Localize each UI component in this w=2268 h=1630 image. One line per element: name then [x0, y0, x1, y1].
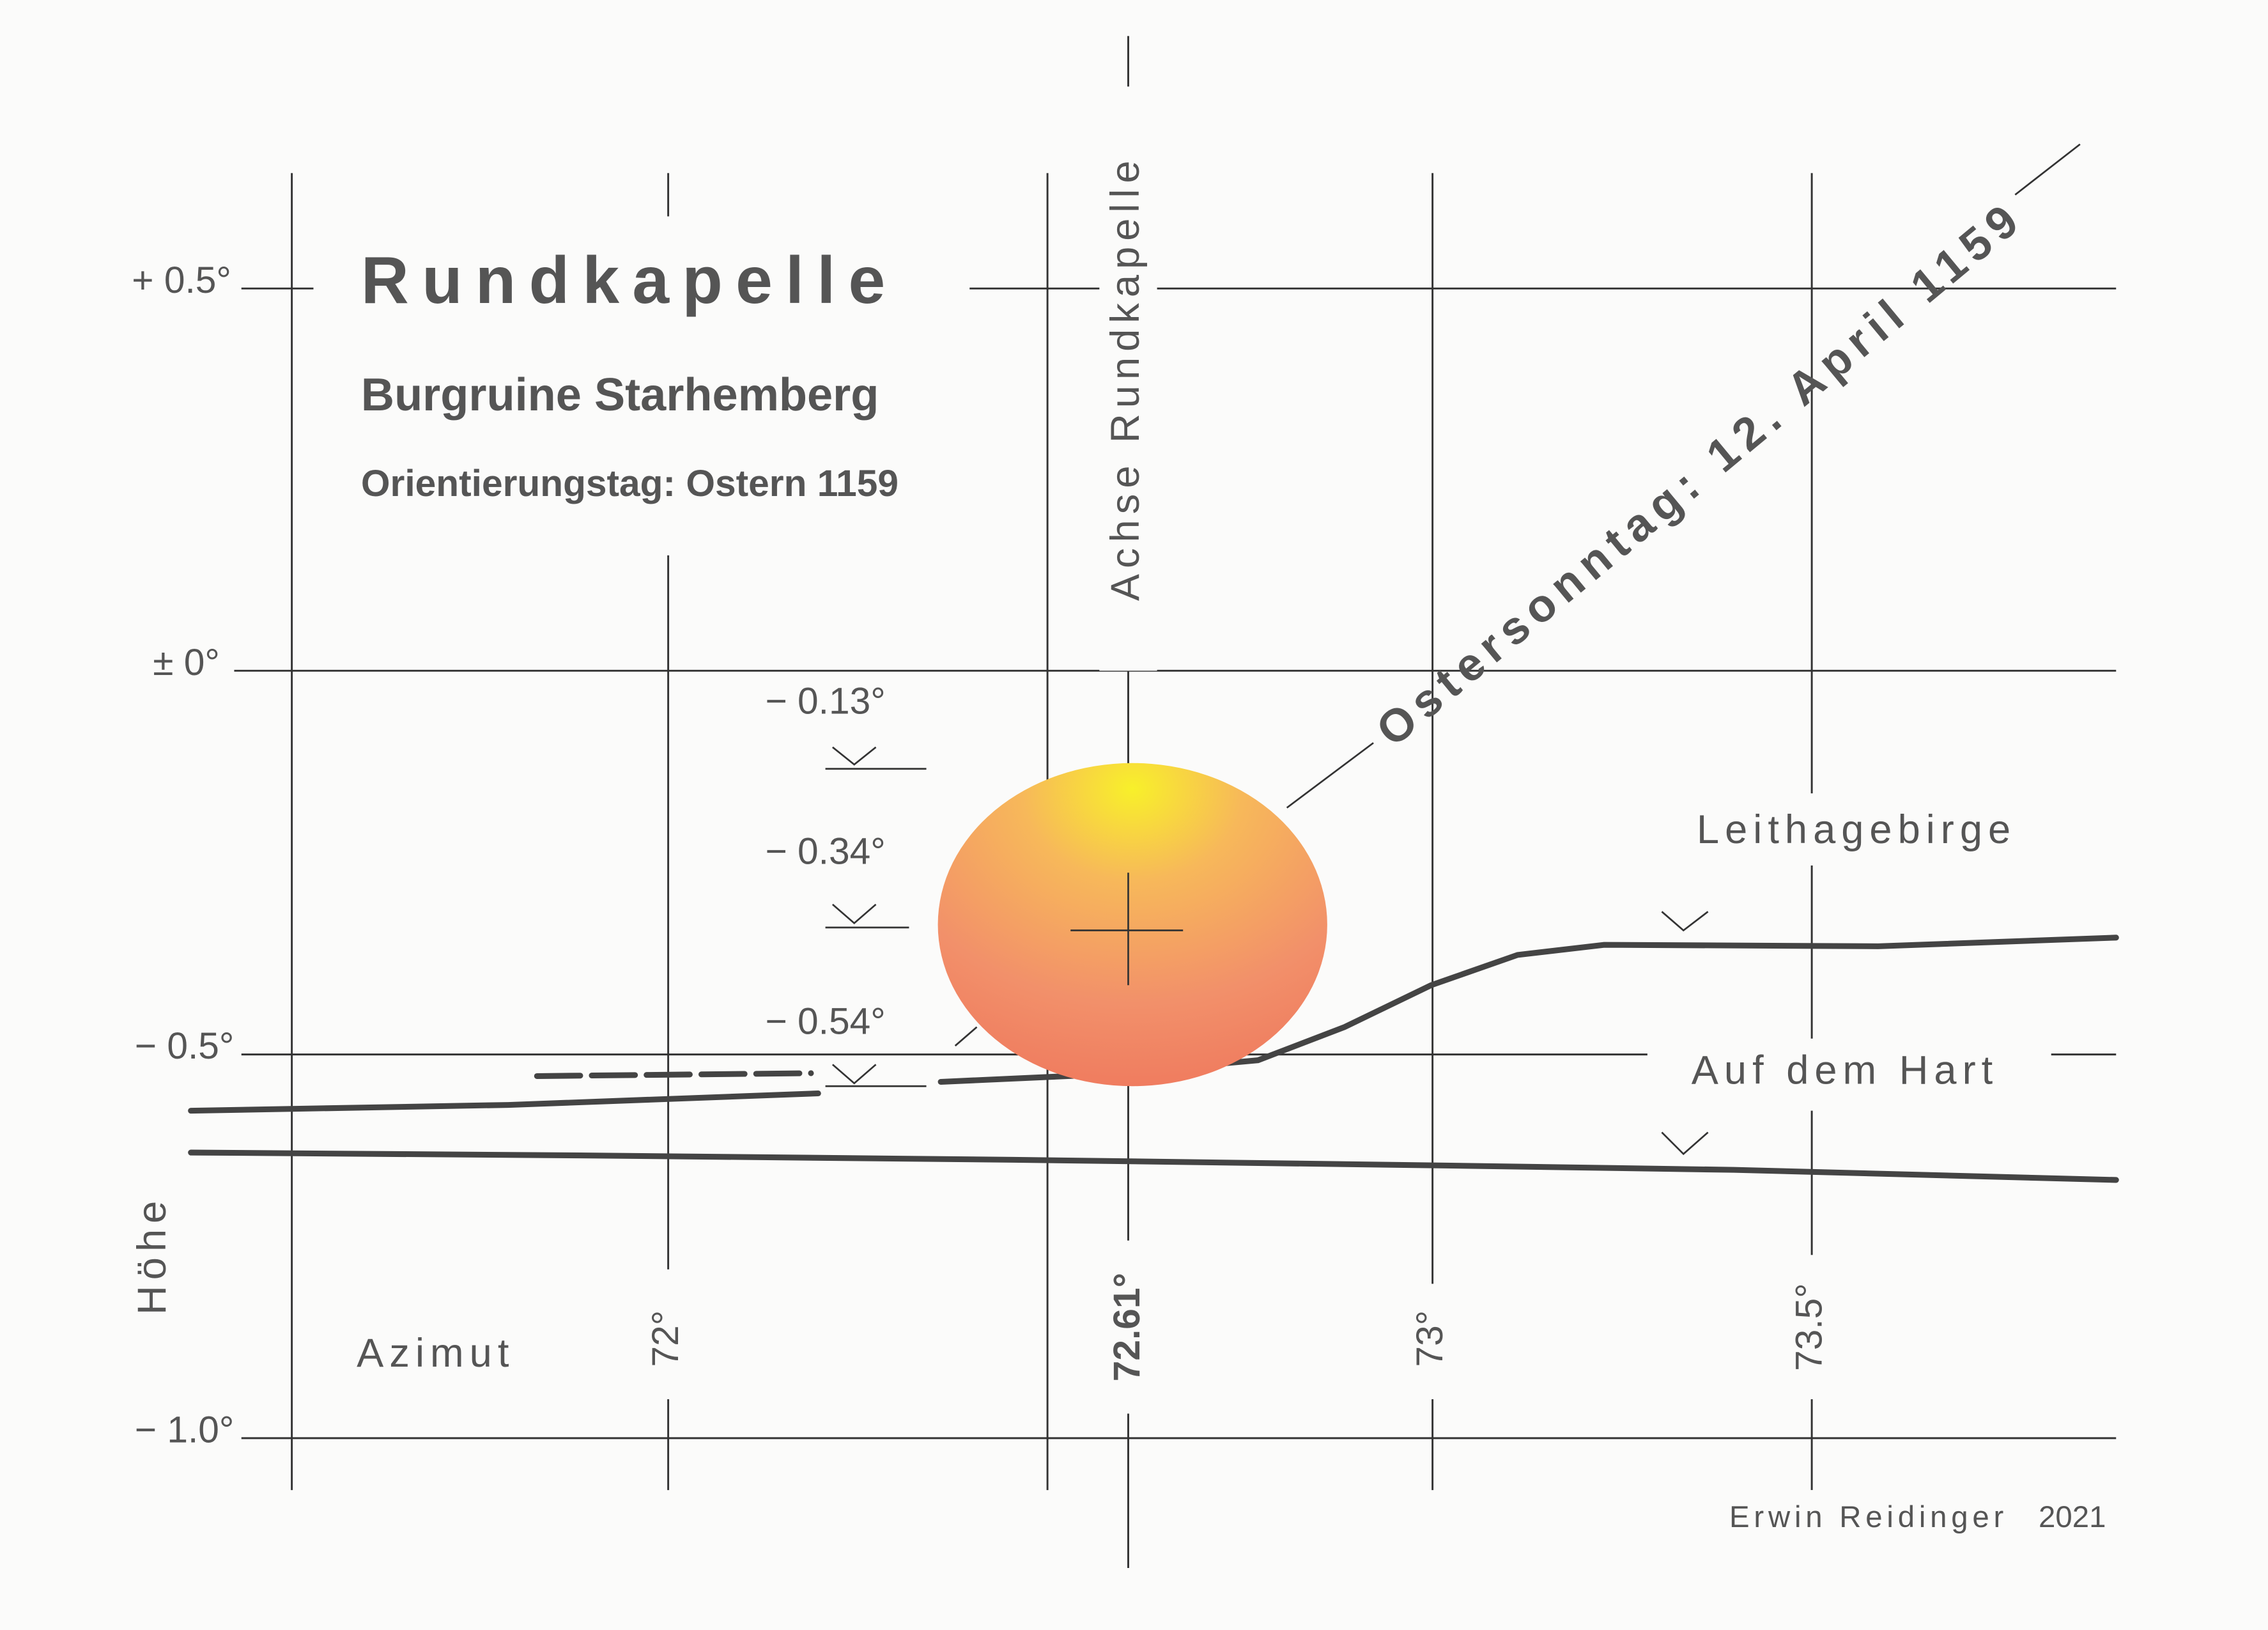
- horizon-height: − 0.13°: [765, 681, 885, 722]
- sun: [937, 763, 1327, 1087]
- credit-year: 2021: [2039, 1500, 2106, 1534]
- credit-author: Erwin Reidinger: [1729, 1500, 2008, 1534]
- horizon-name: Auf dem Hart: [1692, 1048, 1998, 1093]
- y-tick-label: − 1.0°: [135, 1409, 235, 1450]
- y-tick-label: − 0.5°: [135, 1025, 235, 1067]
- axis-label: Achse Rundkapelle: [1103, 155, 1148, 601]
- x-tick-label: 73.5°: [1789, 1283, 1830, 1371]
- y-axis-title: Höhe: [130, 1195, 174, 1315]
- horizon-name: Leithagebirge: [1697, 807, 2016, 852]
- subtitle: Burgruine Starhemberg: [361, 369, 879, 421]
- y-tick-label: + 0.5°: [132, 260, 231, 301]
- orientation-day: Orientierungstag: Ostern 1159: [361, 463, 899, 504]
- x-tick-label: 72°: [645, 1310, 686, 1367]
- x-tick-label: 73°: [1409, 1310, 1451, 1367]
- horizon-height: − 0.34°: [765, 830, 885, 872]
- x-axis-title: Azimut: [357, 1331, 514, 1376]
- label-backgrounds: [89, 86, 2117, 1548]
- title: Rundkapelle: [361, 243, 899, 317]
- horizon-height: − 0.54°: [765, 1001, 885, 1043]
- sun-center-cross: [1070, 873, 1184, 986]
- x-tick-label: 72.61°: [1106, 1273, 1148, 1381]
- y-tick-label: ± 0°: [153, 642, 220, 683]
- height-markers: [825, 143, 2081, 1156]
